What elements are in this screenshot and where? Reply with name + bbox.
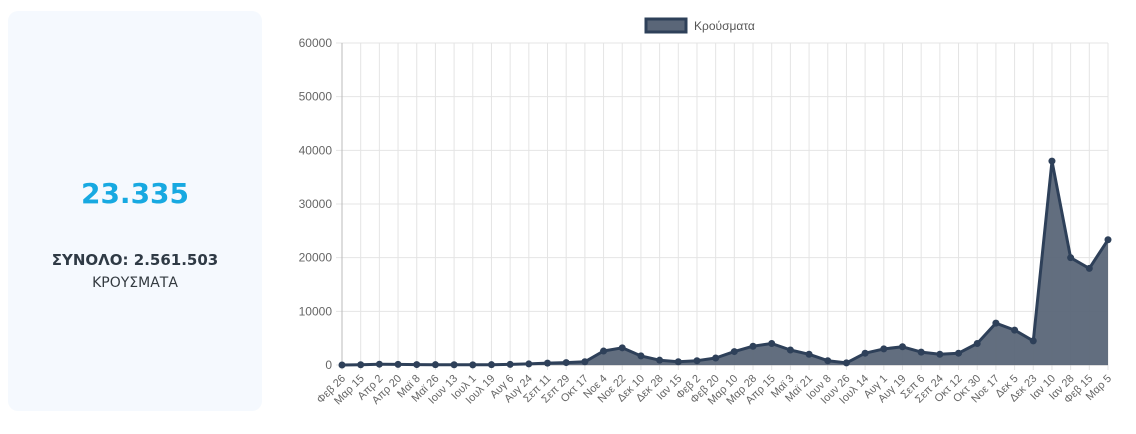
legend-swatch[interactable]: [644, 17, 688, 34]
y-tick-label: 60000: [299, 36, 333, 50]
data-point[interactable]: [394, 360, 402, 368]
data-point[interactable]: [955, 349, 963, 357]
data-point[interactable]: [749, 342, 757, 350]
data-point[interactable]: [357, 361, 365, 369]
data-point[interactable]: [600, 347, 608, 355]
legend-label[interactable]: Κρούσματα: [694, 19, 755, 33]
data-point[interactable]: [1067, 254, 1075, 262]
data-point[interactable]: [880, 345, 888, 353]
y-tick-label: 10000: [299, 304, 333, 318]
y-tick-label: 30000: [299, 197, 333, 211]
data-point[interactable]: [712, 354, 720, 362]
data-point[interactable]: [618, 344, 626, 352]
data-point[interactable]: [824, 357, 832, 365]
data-point[interactable]: [487, 361, 495, 369]
data-point[interactable]: [581, 358, 589, 366]
data-point[interactable]: [413, 361, 421, 369]
data-point[interactable]: [992, 319, 1000, 327]
data-point[interactable]: [562, 359, 570, 367]
y-axis: 0 10000 20000 30000 40000 50000 60000: [299, 36, 333, 372]
data-point[interactable]: [506, 360, 514, 368]
legend[interactable]: Κρούσματα: [644, 17, 755, 34]
series-group: [338, 157, 1112, 369]
cases-chart: 0 10000 20000 30000 40000 50000 60000 Φεβ 26 Μα…: [270, 0, 1136, 429]
data-point[interactable]: [861, 349, 869, 357]
chart-grid: [336, 42, 1109, 370]
data-point[interactable]: [1029, 337, 1037, 345]
data-point[interactable]: [1085, 264, 1093, 272]
data-point[interactable]: [973, 340, 981, 348]
data-point[interactable]: [768, 340, 776, 348]
y-tick-label: 50000: [299, 90, 333, 104]
data-point[interactable]: [637, 352, 645, 360]
data-point[interactable]: [525, 360, 533, 368]
data-point[interactable]: [898, 343, 906, 351]
y-tick-label: 0: [325, 358, 332, 372]
data-point[interactable]: [431, 361, 439, 369]
data-point[interactable]: [842, 359, 850, 367]
data-point[interactable]: [786, 346, 794, 354]
data-point[interactable]: [917, 348, 925, 356]
data-point[interactable]: [674, 358, 682, 366]
data-point[interactable]: [1011, 326, 1019, 334]
cases-chart-svg: 0 10000 20000 30000 40000 50000 60000 Φεβ 26Μα…: [299, 17, 1114, 408]
data-point[interactable]: [936, 350, 944, 358]
data-point[interactable]: [693, 357, 701, 365]
total-cases-text: ΣΥΝΟΛΟ: 2.561.503: [51, 251, 219, 269]
y-tick-label: 40000: [299, 143, 333, 157]
data-point[interactable]: [656, 356, 664, 364]
data-point[interactable]: [450, 361, 458, 369]
data-point[interactable]: [1104, 236, 1112, 244]
data-point[interactable]: [469, 361, 477, 369]
y-tick-label: 20000: [299, 251, 333, 265]
data-point[interactable]: [375, 360, 383, 368]
data-point[interactable]: [544, 359, 552, 367]
summary-card: 23.335 ΣΥΝΟΛΟ: 2.561.503 ΚΡΟΥΣΜΑΤΑ: [8, 11, 262, 411]
series-area: [342, 161, 1108, 365]
data-point[interactable]: [1048, 157, 1056, 165]
today-cases-value: 23.335: [80, 177, 190, 210]
data-point[interactable]: [805, 350, 813, 358]
data-point[interactable]: [338, 361, 346, 369]
data-point[interactable]: [730, 348, 738, 356]
cases-label: ΚΡΟΥΣΜΑΤΑ: [92, 275, 178, 291]
